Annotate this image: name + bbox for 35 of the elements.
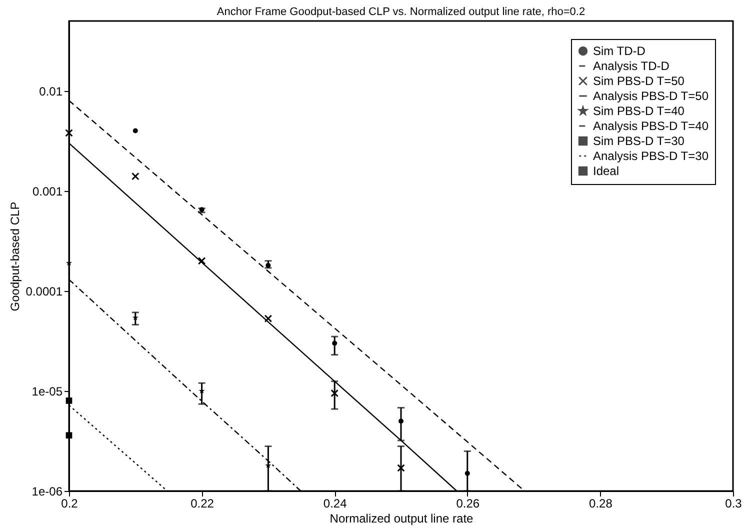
point	[66, 398, 72, 404]
y-axis-title: Goodput-based CLP	[8, 202, 22, 312]
legend-label: Sim PBS-D T=50	[593, 74, 685, 88]
x-tick-label: 0.24	[323, 496, 348, 510]
y-tick-label: 0.01	[39, 84, 63, 98]
x-tick-label: 0.28	[589, 496, 613, 510]
legend-label: Sim TD-D	[593, 44, 646, 58]
legend-label: Analysis PBS-D T=40	[593, 119, 709, 133]
point	[65, 129, 73, 137]
y-tick-label: 0.001	[32, 184, 63, 198]
x-tick-label: 0.2	[61, 496, 78, 510]
chart-title: Anchor Frame Goodput-based CLP vs. Normalized output line rate, rho=0.2	[216, 6, 586, 18]
point	[131, 172, 140, 180]
legend-label: Sim PBS-D T=40	[593, 104, 685, 118]
point	[397, 464, 405, 472]
x-axis-title: Normalized output line rate	[330, 512, 474, 526]
legend-label: Ideal	[593, 164, 620, 178]
point	[464, 470, 470, 476]
point	[332, 340, 338, 346]
point	[330, 389, 339, 398]
y-tick-label: 1e-06	[32, 484, 63, 498]
legend-label: Analysis TD-D	[593, 59, 670, 73]
legend-label: Sim PBS-D T=30	[593, 134, 685, 148]
x-tick-label: 0.22	[190, 496, 214, 510]
y-tick-label: 0.0001	[26, 284, 63, 298]
point	[198, 256, 206, 265]
legend-label: Analysis PBS-D T=50	[593, 89, 709, 103]
y-tick-label: 1e-05	[32, 384, 63, 398]
point	[66, 432, 72, 439]
x-tick-label: 0.3	[725, 496, 742, 510]
legend-label: Analysis PBS-D T=30	[593, 149, 709, 163]
x-tick-label: 0.26	[456, 496, 480, 510]
point	[398, 418, 404, 424]
point	[132, 128, 138, 134]
point	[264, 314, 272, 322]
